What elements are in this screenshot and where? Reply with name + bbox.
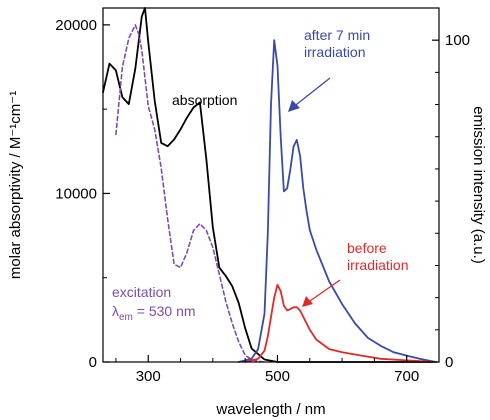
lambda-symbol: λ <box>112 303 119 319</box>
annotation-excitation-lambda: λem = 530 nm <box>112 303 196 323</box>
lambda-subscript: em <box>119 312 133 323</box>
annotation-absorption: absorption <box>172 92 237 108</box>
axis-ticks: 300 500 700 0 10000 20000 0 100 <box>55 7 470 385</box>
x-tick-label: 700 <box>394 368 419 385</box>
y-axis-right-title: emission intensity (a.u.) <box>470 106 487 264</box>
series-line-3 <box>244 283 437 363</box>
arrow-after-head <box>288 100 300 112</box>
x-axis-title: wavelength / nm <box>215 401 325 418</box>
annotation-before-line2: irradiation <box>347 257 408 273</box>
y-right-tick-label: 100 <box>445 32 470 49</box>
lambda-value: = 530 nm <box>133 303 196 319</box>
series-layer <box>102 7 437 363</box>
series-line-0 <box>102 7 434 363</box>
y-axis-left-title-text: molar absorptivity / M⁻¹cm⁻¹ <box>7 91 24 279</box>
annotation-after-line1: after 7 min <box>304 27 370 43</box>
y-left-tick-label: 0 <box>89 354 97 371</box>
series-line-2 <box>237 39 437 363</box>
annotation-excitation: excitation <box>112 284 171 300</box>
annotation-before-line1: before <box>347 240 387 256</box>
plot-frame <box>102 7 440 363</box>
y-left-tick-label: 20000 <box>55 17 97 34</box>
y-axis-left-title: molar absorptivity / M⁻¹cm⁻¹ <box>7 91 24 279</box>
arrow-before <box>306 279 341 304</box>
x-tick-label: 500 <box>265 368 290 385</box>
y-left-tick-label: 10000 <box>55 185 97 202</box>
y-right-tick-label: 0 <box>445 354 453 371</box>
x-tick-label: 300 <box>136 368 161 385</box>
annotation-after-line2: irradiation <box>304 44 365 60</box>
arrow-before-head <box>302 296 313 307</box>
arrow-after <box>291 77 331 109</box>
series-line-1 <box>115 24 266 363</box>
